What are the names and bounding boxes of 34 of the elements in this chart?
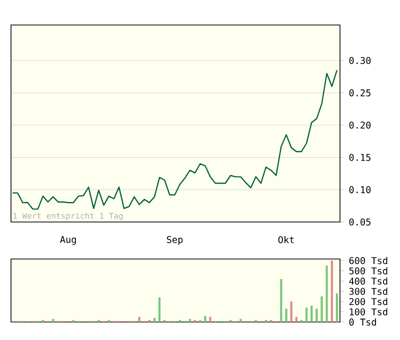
- bar: [336, 293, 338, 322]
- bar: [209, 316, 212, 322]
- annotation: 1 Wert entspricht 1 Tag: [14, 212, 123, 220]
- bar: [290, 302, 292, 322]
- y-tick-label: 200 Tsd: [349, 298, 388, 306]
- bar: [153, 318, 156, 322]
- y-tick-label: 0.05: [349, 218, 370, 226]
- bar: [305, 308, 308, 322]
- y-tick-label: 500 Tsd: [349, 267, 388, 274]
- bar: [316, 308, 318, 322]
- bar: [310, 306, 313, 322]
- bar: [138, 316, 140, 322]
- y-tick-label: 600 Tsd: [349, 256, 388, 264]
- y-tick-label: 100 Tsd: [350, 308, 388, 316]
- y-tick-label: 0.25: [349, 89, 370, 96]
- y-tick-label: 300 Tsd: [349, 288, 388, 295]
- y-tick-label: 0.15: [349, 154, 370, 161]
- bar: [320, 296, 323, 322]
- bar: [280, 278, 282, 322]
- y-tick-label: 0.30: [349, 57, 371, 64]
- y-tick-label: 0 Tsd: [349, 318, 376, 326]
- y-tick-label: 0.10: [349, 186, 371, 194]
- bar: [330, 260, 333, 322]
- bar: [295, 316, 298, 322]
- bar: [52, 318, 54, 322]
- x-tick-label: Aug: [60, 236, 76, 245]
- bar: [188, 318, 192, 322]
- y-tick-label: 0.20: [349, 122, 371, 129]
- bar: [204, 316, 206, 322]
- x-tick-label: Okt: [278, 236, 294, 244]
- x-tick-label: Sep: [166, 236, 183, 245]
- bar: [285, 308, 288, 322]
- bar: [158, 297, 161, 322]
- y-tick-label: 400 Tsd: [349, 277, 388, 285]
